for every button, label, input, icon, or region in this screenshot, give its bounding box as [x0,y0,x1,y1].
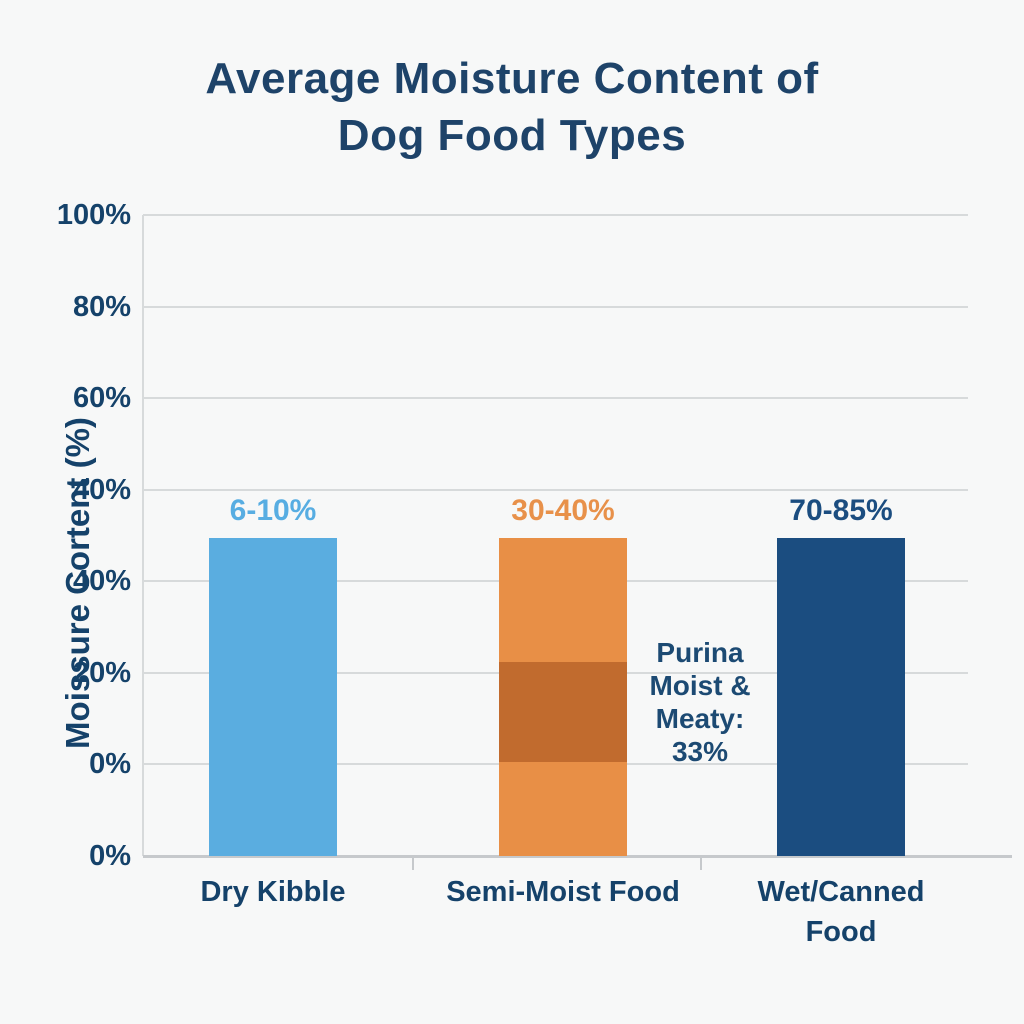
gridline [143,489,968,491]
bar-wet-canned-food [777,538,905,856]
y-tick-label: 20% [72,657,131,689]
y-tick-label: 80% [72,291,131,323]
bar-value-label-dry-kibble: 6-10% [229,494,317,527]
x-tick-label-dry-kibble: Dry Kibble [200,876,346,908]
y-tick-label: 40% [72,565,131,597]
bar-segment-dark-semi-moist-food [499,662,627,762]
x-tick-mark [700,856,702,870]
x-tick-label-semi-moist-food: Semi-Moist Food [446,876,680,908]
y-tick-label: 100% [56,199,131,231]
chart-title: Average Moisture Content of Dog Food Typ… [205,54,819,160]
y-tick-label: 40% [72,474,131,506]
x-tick-label-wet-canned-food: Wet/Canned Food [757,876,925,948]
bar-value-label-semi-moist-food: 30-40% [511,494,615,527]
gridline [143,214,968,216]
bar-value-label-wet-canned-food: 70-85% [789,494,893,527]
x-axis-line [143,855,1012,858]
y-tick-label: 0% [89,840,131,872]
y-tick-label: 0% [89,748,131,780]
gridline [143,306,968,308]
gridline [143,397,968,399]
y-axis-line [142,215,144,856]
y-tick-label: 60% [72,382,131,414]
annotation-purina-moist-meaty: Purina Moist & Meaty: 33% [649,637,751,767]
bar-dry-kibble [209,538,337,856]
x-tick-mark [412,856,414,870]
